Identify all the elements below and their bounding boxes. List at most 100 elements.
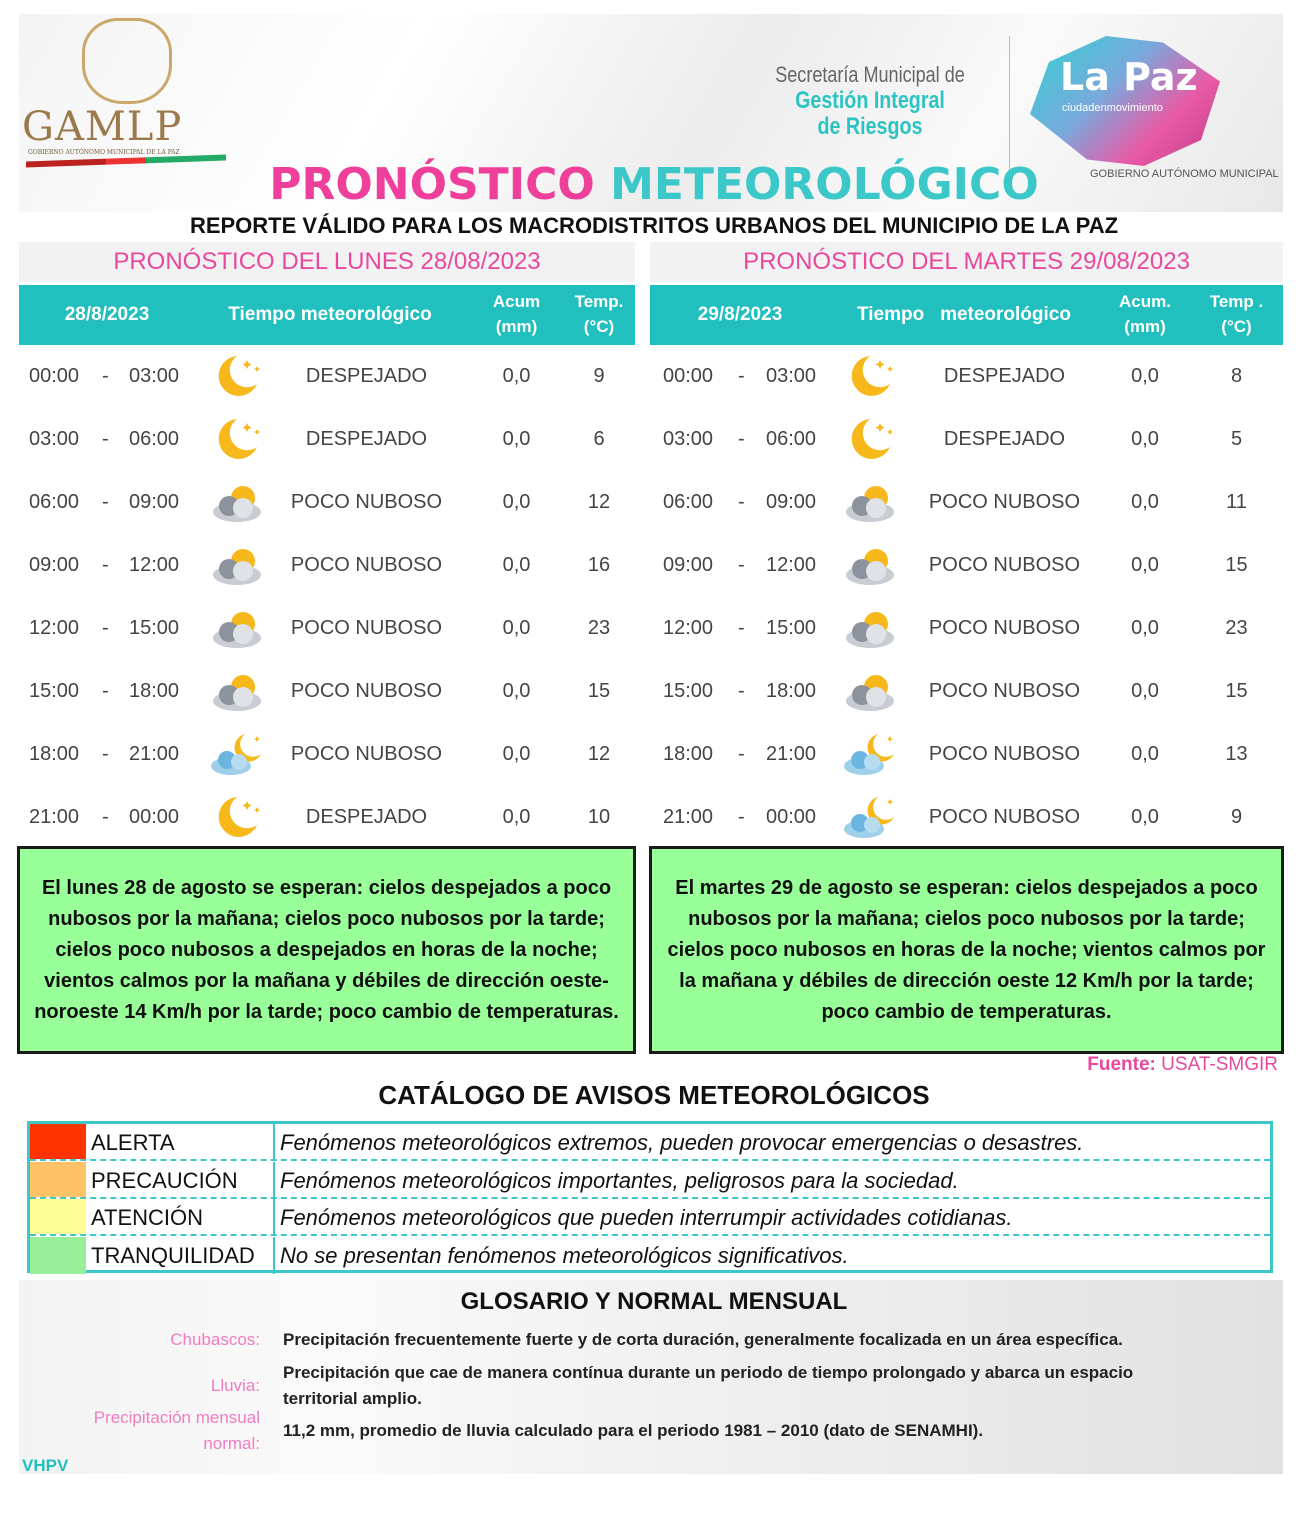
header-temp: Temp.	[574, 292, 624, 311]
start-time: 18:00	[663, 743, 714, 765]
header-acum-unit: (mm)	[1124, 317, 1166, 336]
condition: POCO NUBOSO	[290, 554, 443, 576]
glossary-background	[19, 1280, 1283, 1474]
condition: DESPEJADO	[943, 428, 1066, 450]
partly-cloudy-icon	[207, 541, 267, 591]
precip-mm: 0,0	[1131, 806, 1159, 828]
start-time: 06:00	[29, 491, 80, 513]
precip-mm: 0,0	[502, 554, 531, 576]
gamlp-subtitle: GOBIERNO AUTÓNOMO MUNICIPAL DE LA PAZ	[28, 149, 180, 156]
temperature: 23	[587, 617, 611, 639]
lapaz-gov: GOBIERNO AUTÓNOMO MUNICIPAL	[1090, 168, 1279, 180]
temperature: 8	[1230, 365, 1243, 387]
page-title: PRONÓSTICO METEOROLÓGICO	[0, 160, 1308, 210]
header-acum: Acum.	[1119, 292, 1171, 311]
glossary-definition: Precipitación frecuentemente fuerte y de…	[283, 1330, 1123, 1349]
table-row: 00:00 -03:00 DESPEJADO 0,0 8	[650, 346, 1283, 409]
table-row: 18:00 -21:00 POCO NUBOSO 0,0 13	[650, 724, 1283, 787]
partly-cloudy-icon	[207, 478, 267, 528]
table-row: 18:00-21:00 POCO NUBOSO 0,0 12	[19, 724, 635, 787]
start-time: 18:00	[29, 743, 80, 765]
title-part2: METEOROLÓGICO	[610, 159, 1039, 210]
start-time: 00:00	[29, 365, 80, 387]
start-time: 21:00	[29, 806, 80, 828]
precip-mm: 0,0	[502, 365, 531, 387]
page-subtitle: REPORTE VÁLIDO PARA LOS MACRODISTRITOS U…	[189, 213, 1119, 238]
precip-mm: 0,0	[1131, 680, 1159, 702]
time-separator: -	[738, 806, 745, 828]
temperature: 9	[1230, 806, 1243, 828]
time-separator: -	[738, 365, 745, 387]
table-row: 03:00-06:00 DESPEJADO 0,0 6	[19, 409, 635, 472]
table-row: 12:00-15:00 POCO NUBOSO 0,0 23	[19, 598, 635, 661]
day-title: PRONÓSTICO DEL LUNES 28/08/2023	[113, 248, 541, 275]
time-separator: -	[738, 617, 745, 639]
partly-cloudy-icon	[840, 667, 900, 717]
crest-icon	[82, 18, 172, 104]
start-time: 09:00	[29, 554, 80, 576]
condition: DESPEJADO	[305, 806, 428, 828]
source-label: Fuente:	[1087, 1054, 1156, 1075]
time-separator: -	[738, 491, 745, 513]
column-divider	[273, 1236, 275, 1274]
time-separator: -	[102, 428, 109, 450]
temperature: 12	[587, 491, 611, 513]
time-separator: -	[102, 554, 109, 576]
temperature: 23	[1225, 617, 1248, 639]
table-row: 21:00-00:00 DESPEJADO 0,0 10	[19, 787, 635, 850]
precip-mm: 0,0	[1131, 491, 1159, 513]
level-description: Fenómenos meteorológicos importantes, pe…	[280, 1167, 959, 1193]
header-temp-unit: (°C)	[583, 317, 615, 336]
forecast-table: 28/8/2023 Tiempo meteorológico Acum (mm) Tem…	[19, 285, 635, 845]
temperature: 5	[1230, 428, 1243, 450]
header-date: 28/8/2023	[64, 304, 150, 325]
level-description: No se presentan fenómenos meteorológicos…	[280, 1242, 849, 1268]
source-value: USAT-SMGIR	[1161, 1054, 1278, 1075]
end-time: 12:00	[129, 554, 180, 576]
level-label: ALERTA	[91, 1130, 175, 1155]
catalog-row: ALERTA Fenómenos meteorológicos extremos,…	[30, 1124, 1270, 1161]
level-swatch	[30, 1161, 86, 1197]
moon-icon	[207, 352, 267, 402]
temperature: 13	[1225, 743, 1248, 765]
end-time: 06:00	[129, 428, 180, 450]
end-time: 15:00	[766, 617, 817, 639]
level-label: ATENCIÓN	[91, 1205, 204, 1230]
end-time: 03:00	[129, 365, 180, 387]
end-time: 06:00	[766, 428, 817, 450]
precip-mm: 0,0	[502, 491, 531, 513]
precip-mm: 0,0	[1131, 428, 1159, 450]
partly-cloudy-icon	[207, 604, 267, 654]
end-time: 00:00	[129, 806, 180, 828]
night-cloudy-icon	[207, 730, 267, 780]
catalog-title: CATÁLOGO DE AVISOS METEOROLÓGICOS	[378, 1080, 930, 1110]
start-time: 03:00	[29, 428, 80, 450]
temperature: 16	[587, 554, 611, 576]
level-label: PRECAUCIÓN	[91, 1167, 238, 1193]
moon-icon	[840, 415, 900, 465]
forecast-summary: El martes 29 de agosto se esperan: cielo…	[649, 846, 1284, 1054]
column-divider	[273, 1161, 275, 1197]
level-description: Fenómenos meteorológicos extremos, puede…	[280, 1130, 1084, 1155]
precip-mm: 0,0	[502, 680, 531, 702]
level-swatch	[30, 1124, 86, 1159]
precip-mm: 0,0	[502, 743, 531, 765]
table-header: 29/8/2023 Tiempo meteorológico Acum. (mm) Te…	[650, 285, 1283, 345]
precip-mm: 0,0	[502, 617, 531, 639]
night-cloudy-icon	[840, 793, 900, 843]
time-separator: -	[738, 743, 745, 765]
condition: POCO NUBOSO	[928, 806, 1081, 828]
condition: DESPEJADO	[943, 365, 1066, 387]
condition: POCO NUBOSO	[928, 680, 1081, 702]
table-header: 28/8/2023 Tiempo meteorológico Acum (mm) Tem…	[19, 285, 635, 345]
time-separator: -	[102, 680, 109, 702]
precip-mm: 0,0	[1131, 617, 1159, 639]
catalog-row: ATENCIÓN Fenómenos meteorológicos que pue…	[30, 1199, 1270, 1236]
end-time: 12:00	[766, 554, 817, 576]
time-separator: -	[102, 806, 109, 828]
time-separator: -	[738, 428, 745, 450]
forecast-summary: El lunes 28 de agosto se esperan: cielos…	[17, 846, 636, 1054]
table-row: 12:00-15:00 POCO NUBOSO 0,0 23	[650, 598, 1283, 661]
table-row: 09:00-12:00 POCO NUBOSO 0,0 16	[19, 535, 635, 598]
temperature: 10	[587, 806, 611, 828]
